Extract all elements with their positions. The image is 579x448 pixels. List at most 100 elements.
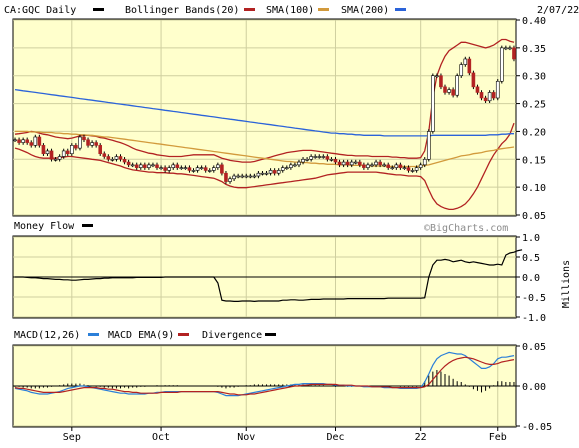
price-candle	[159, 167, 163, 169]
price-candle	[293, 164, 297, 167]
price-candle	[183, 167, 188, 169]
price-candle	[289, 164, 293, 168]
divergence-legend-swatch	[265, 333, 276, 336]
sma100-legend-swatch	[318, 8, 329, 11]
price-candle	[41, 145, 46, 155]
y-tick-label: -0.05	[522, 422, 552, 433]
price-candle	[475, 86, 480, 93]
price-candle	[90, 142, 94, 146]
price-candle	[418, 164, 423, 168]
price-candle	[134, 164, 139, 168]
price-candle	[370, 164, 374, 167]
price-candle	[268, 170, 273, 174]
price-candle	[329, 158, 334, 161]
price-legend-swatch	[93, 8, 104, 11]
macd-ema-legend-swatch	[178, 333, 189, 336]
price-candle	[483, 97, 488, 102]
price-candle	[126, 161, 131, 166]
price-candle	[325, 156, 330, 160]
price-candle	[240, 175, 244, 178]
sma200-line	[14, 88, 514, 137]
price-candle	[479, 92, 484, 99]
price-candle	[353, 161, 358, 164]
price-candle	[236, 175, 240, 178]
y-tick-label: 1.0	[522, 233, 540, 244]
price-candle	[118, 156, 123, 160]
x-tick-label: Dec	[326, 432, 344, 443]
y-tick-label: 0.00	[522, 382, 546, 393]
y-tick-label: 0.10	[522, 183, 546, 194]
y-tick-label: 0.0	[522, 273, 540, 284]
price-candle	[102, 153, 107, 157]
price-candle	[21, 139, 25, 143]
macd-line	[14, 351, 515, 397]
divergence-label: Divergence	[202, 330, 262, 341]
price-candle	[313, 156, 318, 158]
x-tick-label: Oct	[152, 432, 170, 443]
price-candle	[114, 156, 119, 160]
price-candle	[25, 139, 29, 143]
price-candle	[321, 156, 326, 158]
price-candle	[345, 161, 350, 166]
macd-ema-label: MACD EMA(9)	[108, 330, 174, 341]
y-tick-label: 0.25	[522, 100, 546, 111]
price-candle	[61, 150, 66, 157]
price-candle	[382, 164, 386, 167]
price-candle	[106, 156, 111, 160]
price-candle	[471, 72, 476, 88]
price-candle	[199, 167, 204, 169]
price-candle	[512, 47, 516, 60]
price-candle	[45, 150, 50, 155]
price-candle	[70, 145, 74, 155]
price-candle	[220, 164, 224, 174]
price-candle	[301, 158, 305, 163]
y-tick-label: 0.40	[522, 16, 546, 27]
price-candle	[216, 164, 220, 168]
price-candle	[337, 161, 342, 166]
price-candle	[435, 75, 439, 78]
price-candle	[82, 136, 86, 141]
y-tick-label: -1.0	[522, 313, 546, 324]
price-candle	[500, 47, 504, 82]
price-candle	[110, 158, 115, 161]
price-candle	[341, 161, 346, 166]
price-candle	[53, 158, 58, 161]
price-candle	[272, 170, 277, 174]
price-candle	[248, 175, 253, 178]
price-candle	[504, 47, 508, 50]
price-candle	[264, 172, 269, 175]
price-candle	[317, 156, 322, 158]
y-tick-label: 0.5	[522, 253, 540, 264]
price-candle	[163, 167, 167, 171]
y-tick-label: 0.35	[522, 44, 546, 55]
y-tick-label: 0.15	[522, 155, 546, 166]
bollinger-lower-band	[14, 122, 515, 211]
price-candle	[459, 64, 464, 77]
price-candle	[65, 150, 70, 155]
price-candle	[33, 136, 38, 146]
price-panel	[12, 18, 517, 217]
sma200-legend-swatch	[395, 8, 406, 11]
x-tick-label: Sep	[63, 432, 81, 443]
price-candle	[276, 170, 281, 174]
price-candle	[122, 158, 127, 163]
y-tick-label: 0.30	[522, 72, 546, 83]
price-candle	[86, 139, 90, 146]
ticker-label: CA:GQC Daily	[4, 5, 76, 16]
price-candle	[374, 161, 378, 166]
price-candle	[203, 167, 208, 171]
y-tick-label: 0.20	[522, 127, 546, 138]
price-candle	[147, 164, 151, 168]
price-candle	[305, 158, 309, 161]
price-candle	[207, 170, 212, 172]
price-candle	[228, 178, 232, 182]
price-candle	[78, 136, 82, 149]
price-candle	[37, 136, 42, 146]
x-tick-label: Nov	[237, 432, 255, 443]
money-flow-label: Money Flow	[14, 221, 75, 232]
price-candle	[256, 172, 261, 177]
price-candle	[49, 150, 54, 160]
macd-ema-line	[14, 356, 515, 396]
